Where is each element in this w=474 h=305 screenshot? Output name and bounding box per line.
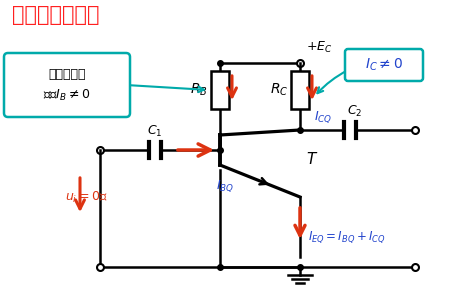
Text: $R_C$: $R_C$ <box>270 82 288 98</box>
Bar <box>291 71 309 109</box>
FancyBboxPatch shape <box>345 49 423 81</box>
Text: $I_{EQ}=I_{BQ}+I_{CQ}$: $I_{EQ}=I_{BQ}+I_{CQ}$ <box>308 229 386 245</box>
Text: 一、静态工作点: 一、静态工作点 <box>12 5 100 25</box>
Text: $I_C\neq0$: $I_C\neq0$ <box>365 57 403 73</box>
FancyBboxPatch shape <box>4 53 130 117</box>
Text: $C_1$: $C_1$ <box>147 124 163 139</box>
Text: $I_{BQ}$: $I_{BQ}$ <box>216 178 234 194</box>
Text: $+E_C$: $+E_C$ <box>306 40 332 55</box>
Text: 由于电源的: 由于电源的 <box>48 68 86 81</box>
Text: $I_{CQ}$: $I_{CQ}$ <box>314 110 332 125</box>
Text: 存在$I_B\neq0$: 存在$I_B\neq0$ <box>43 88 91 102</box>
Text: $T$: $T$ <box>306 150 319 167</box>
Text: $R_B$: $R_B$ <box>190 82 208 98</box>
Text: $C_2$: $C_2$ <box>347 104 363 119</box>
Bar <box>211 71 229 109</box>
Text: $u_i=0$时: $u_i=0$时 <box>65 190 108 205</box>
